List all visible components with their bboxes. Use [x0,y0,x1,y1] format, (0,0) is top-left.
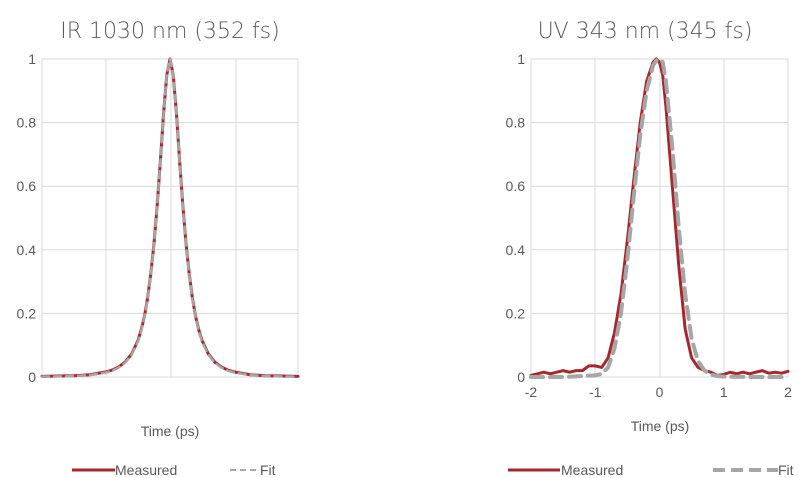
chart-uv-x-ticks: -2 -1 0 1 2 [525,384,792,400]
chart-ir: IR 1030 nm (352 fs) 0 0.2 0.4 0.6 0.8 1 Time … [17,19,300,478]
chart-uv-y-tick-label: 1 [517,51,525,67]
chart-uv-x-tick-label: 1 [720,384,728,400]
chart-ir-x-axis-title: Time (ps) [141,423,200,439]
chart-uv-title: UV 343 nm (345 fs) [538,19,753,44]
chart-uv-y-tick-label: 0.6 [506,178,526,194]
chart-uv-y-tick-label: 0.8 [506,115,526,131]
chart-uv-x-tick-label: 2 [784,384,792,400]
chart-ir-legend-fit-label: Fit [260,462,276,478]
chart-uv-legend-fit-label: Fit [778,462,794,478]
chart-ir-y-tick-label: 0 [28,369,36,385]
chart-uv-legend-measured-label: Measured [561,462,623,478]
chart-uv-y-tick-label: 0.4 [506,242,526,258]
chart-ir-gridlines [41,58,299,378]
chart-ir-series [40,57,300,378]
chart-ir-y-ticks: 0 0.2 0.4 0.6 0.8 1 [17,51,37,385]
chart-ir-y-tick-label: 0.4 [17,242,37,258]
chart-ir-y-tick-label: 0.2 [17,305,37,321]
chart-uv-y-ticks: 0 0.2 0.4 0.6 0.8 1 [506,51,526,385]
chart-uv-y-tick-label: 0 [517,369,525,385]
chart-ir-legend: Measured Fit [72,462,276,478]
chart-uv-series [529,57,790,379]
chart-uv-x-tick-label: -1 [589,384,602,400]
chart-ir-y-tick-label: 0.8 [17,115,37,131]
chart-uv-x-tick-label: 0 [656,384,664,400]
chart-ir-legend-measured-label: Measured [115,462,177,478]
chart-uv: UV 343 nm (345 fs) 0 0.2 0.4 0.6 0.8 1 -2 -1 0 1… [506,19,794,478]
chart-uv-legend: Measured Fit [508,462,794,478]
chart-uv-x-axis-title: Time (ps) [631,418,690,434]
chart-ir-series-fit-line [40,57,300,378]
chart-uv-y-tick-label: 0.2 [506,305,526,321]
chart-ir-y-tick-label: 0.6 [17,178,37,194]
chart-uv-x-tick-label: -2 [525,384,538,400]
chart-ir-y-tick-label: 1 [28,51,36,67]
chart-uv-series-measured-line [529,57,790,377]
chart-uv-series-fit-line [529,57,790,379]
chart-ir-series-measured-line [40,57,300,378]
chart-ir-title: IR 1030 nm (352 fs) [60,19,279,44]
chart-uv-gridlines [530,58,789,378]
